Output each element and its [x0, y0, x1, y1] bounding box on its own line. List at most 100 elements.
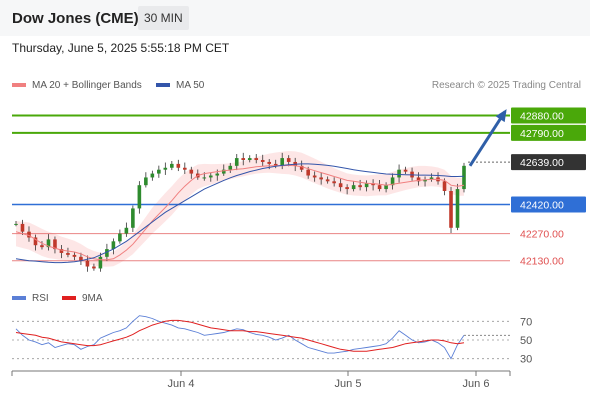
candle-down	[338, 183, 343, 188]
x-tick-label-jun-5: Jun 5	[335, 378, 362, 390]
trend-arrowhead-icon	[495, 109, 507, 123]
candle-up	[455, 189, 460, 228]
candle-up	[170, 163, 174, 168]
candle-up	[150, 173, 155, 178]
candle-down	[176, 163, 181, 168]
legend-ma50-label: MA 50	[176, 80, 205, 91]
bollinger-band	[16, 151, 464, 267]
candle-up	[118, 233, 122, 242]
candle-down	[286, 158, 291, 162]
candle-up	[208, 175, 213, 178]
candle-down	[85, 260, 90, 267]
candle-up	[384, 185, 388, 190]
candle-up	[202, 177, 207, 179]
timeframe-button[interactable]: 30 MIN	[138, 6, 189, 30]
level-label-42880.00: 42880.00	[520, 110, 564, 122]
candle-down	[332, 181, 336, 184]
candle-up	[462, 165, 466, 190]
rsi-tick-label-30: 30	[520, 354, 532, 366]
candle-down	[254, 158, 259, 161]
candle-down	[189, 169, 194, 174]
level-label-42130.00: 42130.00	[520, 256, 564, 268]
level-tag-42420.00	[511, 196, 586, 213]
candle-down	[403, 169, 408, 172]
legend-rsi-label: RSI	[32, 293, 49, 304]
candle-up	[351, 185, 356, 190]
candle-up	[111, 241, 116, 250]
legend-ma50: MA 50	[156, 80, 204, 91]
candle-down	[273, 163, 278, 166]
rsi-tick-label-50: 50	[520, 335, 532, 347]
ma50-swatch-icon	[156, 83, 170, 88]
candle-down	[345, 187, 349, 190]
candle-down	[33, 237, 38, 246]
level-tag-42880.00	[511, 107, 586, 124]
level-label-42270.00: 42270.00	[520, 229, 564, 241]
candle-up	[105, 249, 109, 257]
candle-down	[377, 185, 382, 190]
candle-down	[79, 256, 83, 261]
candle-down	[312, 175, 317, 178]
candle-down	[20, 223, 25, 232]
legend-ma20: MA 20 + Bollinger Bands	[12, 80, 142, 91]
candle-up	[423, 179, 427, 182]
rsi-swatch-icon	[12, 296, 26, 301]
candle-up	[390, 177, 395, 186]
candle-up	[234, 158, 239, 166]
rsi-ma9-line	[15, 319, 465, 352]
rsi-line	[15, 315, 465, 360]
instrument-title: Dow Jones (CME)	[12, 10, 139, 27]
candle-up	[137, 185, 142, 209]
candle-up	[46, 239, 51, 248]
candle-down	[59, 249, 64, 253]
candle-down	[267, 161, 272, 164]
candle-up	[215, 173, 220, 176]
candle-up	[163, 167, 168, 170]
candle-up	[14, 223, 18, 225]
candle-down	[299, 165, 304, 170]
level-tag-42790.00	[511, 124, 586, 141]
candle-down	[40, 245, 44, 248]
legend-ma9: 9MA	[62, 293, 103, 304]
candle-down	[319, 177, 323, 180]
ma20-swatch-icon	[12, 83, 26, 88]
candle-up	[364, 183, 369, 188]
candle-down	[72, 254, 77, 257]
candle-down	[306, 169, 310, 176]
legend-ma9-label: 9MA	[82, 293, 103, 304]
candle-down	[183, 167, 187, 170]
ma50-line	[15, 163, 465, 264]
x-tick-label-jun-4: Jun 4	[168, 378, 195, 390]
candle-down	[416, 177, 421, 182]
candle-down	[449, 191, 453, 228]
legend-ma20-label: MA 20 + Bollinger Bands	[32, 80, 142, 91]
candle-down	[260, 160, 265, 162]
level-label-42420.00: 42420.00	[520, 200, 564, 212]
candle-down	[92, 266, 96, 269]
candle-up	[98, 256, 103, 269]
rsi-tick-label-70: 70	[520, 316, 532, 328]
chart-header: Dow Jones (CME) 30 MIN	[0, 0, 590, 36]
candle-down	[53, 239, 57, 250]
timestamp: Thursday, June 5, 2025 5:55:18 PM CET	[12, 41, 230, 55]
credit: Research © 2025 Trading Central	[431, 80, 581, 91]
candle-up	[144, 177, 148, 186]
candle-up	[247, 158, 252, 161]
trend-arrow-shaft	[468, 110, 507, 167]
candle-down	[442, 181, 447, 191]
x-tick-label-jun-6: Jun 6	[463, 378, 490, 390]
ma20-line	[15, 164, 465, 261]
candle-down	[66, 252, 70, 255]
level-tag-42639.00	[511, 154, 586, 171]
candle-up	[221, 169, 226, 174]
candle-down	[358, 185, 362, 188]
candle-down	[27, 231, 31, 238]
candle-down	[241, 158, 246, 161]
level-label-42639.00: 42639.00	[520, 157, 564, 169]
candle-up	[124, 227, 129, 234]
candle-up	[157, 169, 161, 174]
candle-down	[371, 183, 375, 186]
level-label-42790.00: 42790.00	[520, 128, 564, 140]
candle-up	[228, 165, 233, 170]
candle-up	[397, 169, 401, 178]
